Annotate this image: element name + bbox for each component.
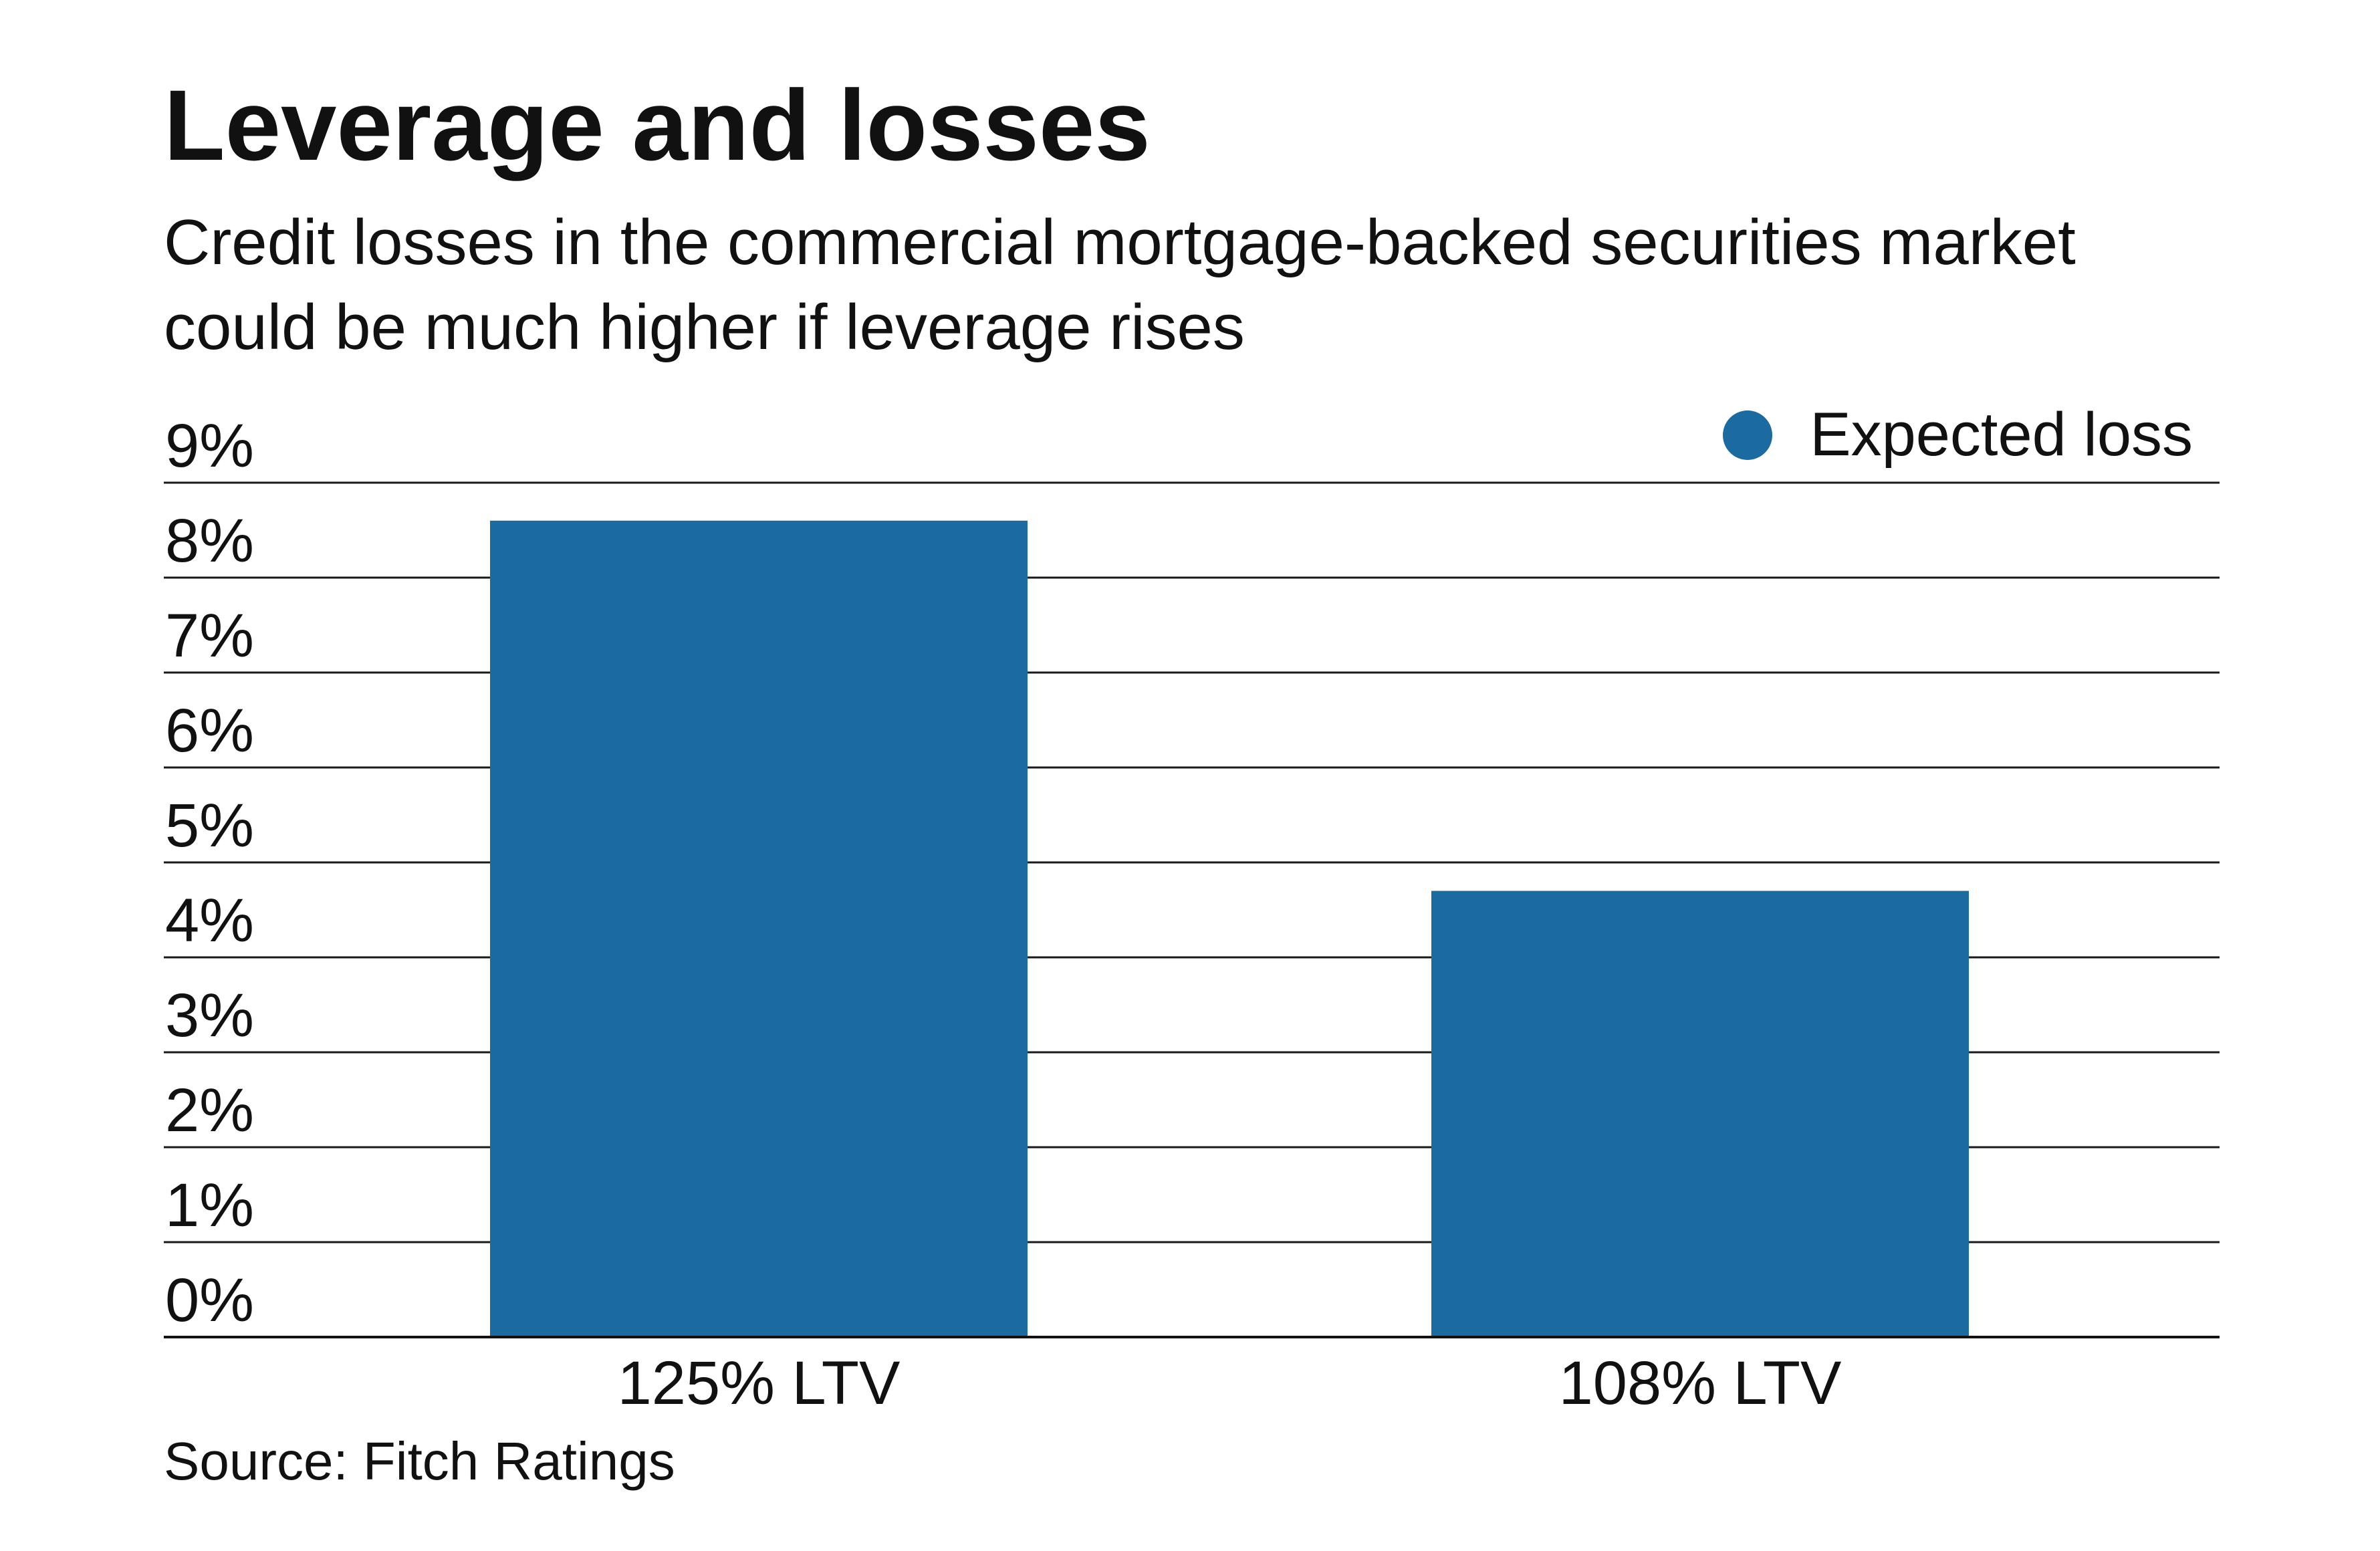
legend-swatch-expected-loss <box>1723 410 1773 460</box>
y-tick-label: 8% <box>165 507 254 575</box>
y-tick-label: 9% <box>165 412 254 480</box>
y-tick-label: 0% <box>165 1266 254 1334</box>
legend-label-expected-loss: Expected loss <box>1810 400 2193 469</box>
y-tick-label: 6% <box>165 697 254 765</box>
y-tick-label: 4% <box>165 886 254 955</box>
bar <box>490 520 1028 1337</box>
y-tick-label: 7% <box>165 602 254 670</box>
bar <box>1431 890 1969 1337</box>
y-tick-label: 3% <box>165 981 254 1050</box>
source-note: Source: Fitch Ratings <box>164 1431 675 1491</box>
x-tick-label: 125% LTV <box>618 1349 901 1417</box>
legend: Expected loss <box>1723 400 2193 470</box>
y-tick-label: 5% <box>165 792 254 860</box>
chart-title: Leverage and losses <box>164 69 1151 181</box>
y-tick-label: 1% <box>165 1171 254 1239</box>
y-tick-label: 2% <box>165 1076 254 1145</box>
x-tick-label: 108% LTV <box>1559 1349 1842 1417</box>
chart-subtitle: Credit losses in the commercial mortgage… <box>164 207 2076 363</box>
